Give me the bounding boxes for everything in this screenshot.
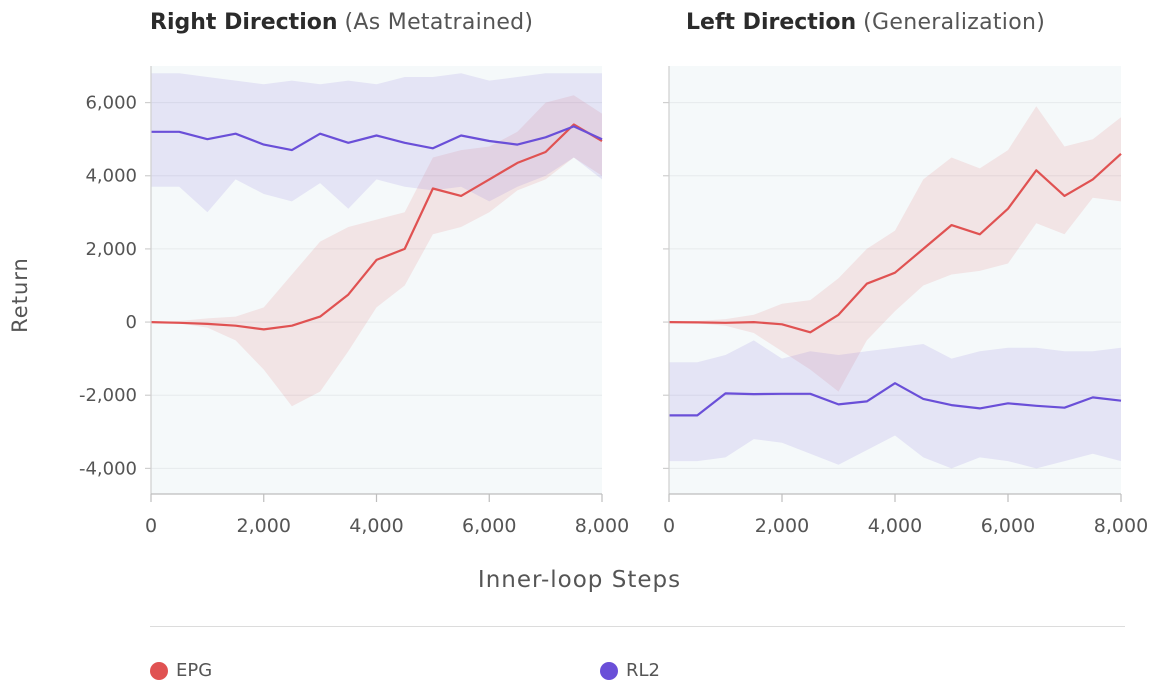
- legend-divider: [150, 626, 1125, 627]
- series-band-epg: [669, 106, 1121, 392]
- legend-item-rl2: RL2: [600, 660, 660, 681]
- chart-svg: -4,000 -2,000 0 2,000 4,000 6,000 0 2,000 4,000 6…: [79, 66, 1148, 537]
- y-tick-label: 4,000: [85, 166, 137, 187]
- legend-swatch: [600, 661, 618, 680]
- panel-title-suffix: (As Metatrained): [344, 10, 534, 35]
- panel-title-bold: Left Direction: [686, 10, 857, 35]
- x-axis-label: Inner-loop Steps: [477, 567, 682, 593]
- plot-background: [151, 66, 602, 494]
- x-tick-label: 2,000: [755, 515, 809, 537]
- x-tick-label: 0: [145, 515, 157, 537]
- x-tick-label: 0: [663, 515, 675, 537]
- y-tick-label: 0: [126, 312, 137, 333]
- y-tick-label: -4,000: [79, 458, 137, 479]
- y-tick-label: 2,000: [85, 239, 137, 260]
- series-line-epg: [668, 152, 1122, 334]
- series-line-rl2: [669, 382, 1122, 417]
- y-axis-label: Return: [8, 257, 32, 333]
- series-line-epg: [150, 123, 603, 331]
- legend-label: RL2: [626, 660, 660, 681]
- panel-title-bold: Right Direction: [150, 10, 338, 35]
- y-tick-label: 6,000: [85, 93, 137, 114]
- series-line-rl2: [151, 125, 603, 152]
- x-tick-label: 6,000: [981, 515, 1035, 537]
- legend-swatch: [150, 661, 168, 680]
- panel-title-suffix: (Generalization): [863, 10, 1046, 35]
- legend-label: EPG: [176, 660, 213, 681]
- plot-background: [669, 66, 1121, 494]
- x-tick-label: 4,000: [349, 515, 403, 537]
- series-band-rl2: [669, 340, 1121, 469]
- y-tick-label: -2,000: [79, 385, 137, 406]
- x-tick-label: 2,000: [237, 515, 291, 537]
- x-tick-label: 8,000: [575, 515, 629, 537]
- legend-item-epg: EPG: [150, 660, 212, 681]
- x-tick-label: 6,000: [462, 515, 516, 537]
- x-tick-label: 4,000: [868, 515, 922, 537]
- panel-title-left-direction: Left Direction (Generalization): [686, 10, 1045, 35]
- panel-title-right-direction: Right Direction (As Metatrained): [150, 10, 533, 35]
- x-tick-label: 8,000: [1094, 515, 1148, 537]
- series-band-rl2: [151, 73, 602, 213]
